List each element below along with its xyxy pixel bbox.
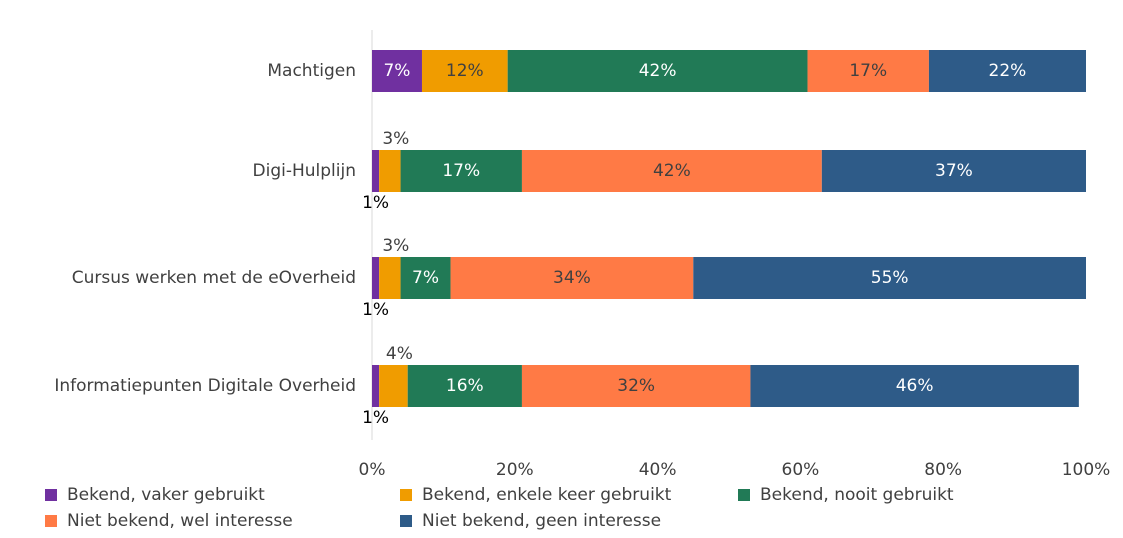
legend-swatch bbox=[45, 515, 57, 527]
bar-segment bbox=[750, 365, 1079, 407]
bar-segment bbox=[400, 257, 451, 299]
x-tick-label: 20% bbox=[496, 460, 534, 480]
legend-swatch bbox=[45, 489, 57, 501]
value-label: 1% bbox=[362, 300, 389, 320]
bar-segment bbox=[450, 257, 694, 299]
x-tick-label: 80% bbox=[924, 460, 962, 480]
bar-segment bbox=[421, 50, 508, 92]
bar-segment bbox=[372, 150, 380, 192]
value-label: 3% bbox=[382, 236, 409, 256]
bar-segment bbox=[379, 365, 408, 407]
value-label: 32% bbox=[617, 376, 655, 396]
bar-segment bbox=[521, 365, 751, 407]
value-label: 1% bbox=[362, 193, 389, 213]
bar-segment bbox=[407, 365, 522, 407]
legend-label: Bekend, enkele keer gebruikt bbox=[422, 485, 672, 505]
legend-label: Bekend, nooit gebruikt bbox=[760, 485, 954, 505]
value-label: 55% bbox=[871, 268, 909, 288]
x-tick-label: 0% bbox=[359, 460, 386, 480]
value-label: 17% bbox=[442, 161, 480, 181]
value-label: 34% bbox=[553, 268, 591, 288]
value-label: 12% bbox=[446, 61, 484, 81]
value-label: 16% bbox=[446, 376, 484, 396]
legend-label: Bekend, vaker gebruikt bbox=[67, 485, 265, 505]
legend-swatch bbox=[738, 489, 750, 501]
bar-segment bbox=[928, 50, 1086, 92]
bar-segment bbox=[693, 257, 1086, 299]
value-label: 3% bbox=[382, 129, 409, 149]
legend-swatch bbox=[400, 515, 412, 527]
legend-label: Niet bekend, geen interesse bbox=[422, 511, 661, 531]
value-label: 42% bbox=[639, 61, 677, 81]
value-label: 22% bbox=[989, 61, 1027, 81]
bar-segment bbox=[372, 257, 380, 299]
bar-segment bbox=[372, 365, 380, 407]
legend-swatch bbox=[400, 489, 412, 501]
x-tick-label: 40% bbox=[639, 460, 677, 480]
bar-segment bbox=[400, 150, 522, 192]
value-label: 4% bbox=[386, 344, 413, 364]
bar-segment bbox=[507, 50, 808, 92]
value-label: 1% bbox=[362, 408, 389, 428]
y-tick-label: Informatiepunten Digitale Overheid bbox=[54, 376, 356, 396]
value-label: 37% bbox=[935, 161, 973, 181]
value-label: 46% bbox=[896, 376, 934, 396]
x-tick-label: 100% bbox=[1062, 460, 1111, 480]
y-tick-label: Digi-Hulplijn bbox=[253, 161, 356, 181]
legend-label: Niet bekend, wel interesse bbox=[67, 511, 293, 531]
bar-segment bbox=[821, 150, 1086, 192]
y-tick-label: Machtigen bbox=[267, 61, 356, 81]
value-label: 7% bbox=[412, 268, 439, 288]
bar-segment bbox=[372, 50, 422, 92]
x-tick-label: 60% bbox=[782, 460, 820, 480]
value-label: 42% bbox=[653, 161, 691, 181]
value-label: 17% bbox=[849, 61, 887, 81]
value-label: 7% bbox=[383, 61, 410, 81]
y-tick-label: Cursus werken met de eOverheid bbox=[72, 268, 356, 288]
bar-segment bbox=[807, 50, 929, 92]
bar-segment bbox=[521, 150, 822, 192]
bar-segment bbox=[379, 150, 401, 192]
bar-segment bbox=[379, 257, 401, 299]
